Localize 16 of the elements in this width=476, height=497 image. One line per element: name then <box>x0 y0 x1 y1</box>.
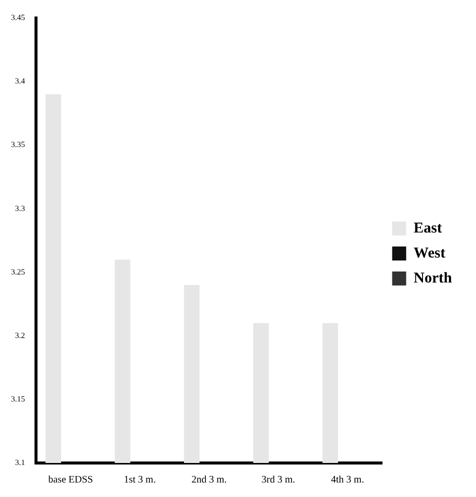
y-tick-label: 3.15 <box>11 394 25 404</box>
y-tick-label: 3.45 <box>11 13 25 22</box>
x-tick-label: base EDSS <box>48 474 93 486</box>
x-tick-label: 3rd 3 m. <box>262 474 296 486</box>
legend-label: East <box>414 220 442 236</box>
x-tick-label: 4th 3 m. <box>331 474 364 486</box>
y-tick-label: 3.2 <box>15 330 25 340</box>
x-tick-label: 2nd 3 m. <box>191 474 227 486</box>
y-tick-label: 3.3 <box>15 204 25 213</box>
y-tick-label: 3.35 <box>11 140 25 150</box>
legend-label: West <box>414 245 446 262</box>
y-tick-label: 3.4 <box>15 76 25 86</box>
y-tick-label: 3.25 <box>11 267 25 276</box>
legend-label: North <box>414 270 453 286</box>
y-tick-label: 3.1 <box>15 458 25 468</box>
x-tick-label: 1st 3 m. <box>124 474 156 486</box>
